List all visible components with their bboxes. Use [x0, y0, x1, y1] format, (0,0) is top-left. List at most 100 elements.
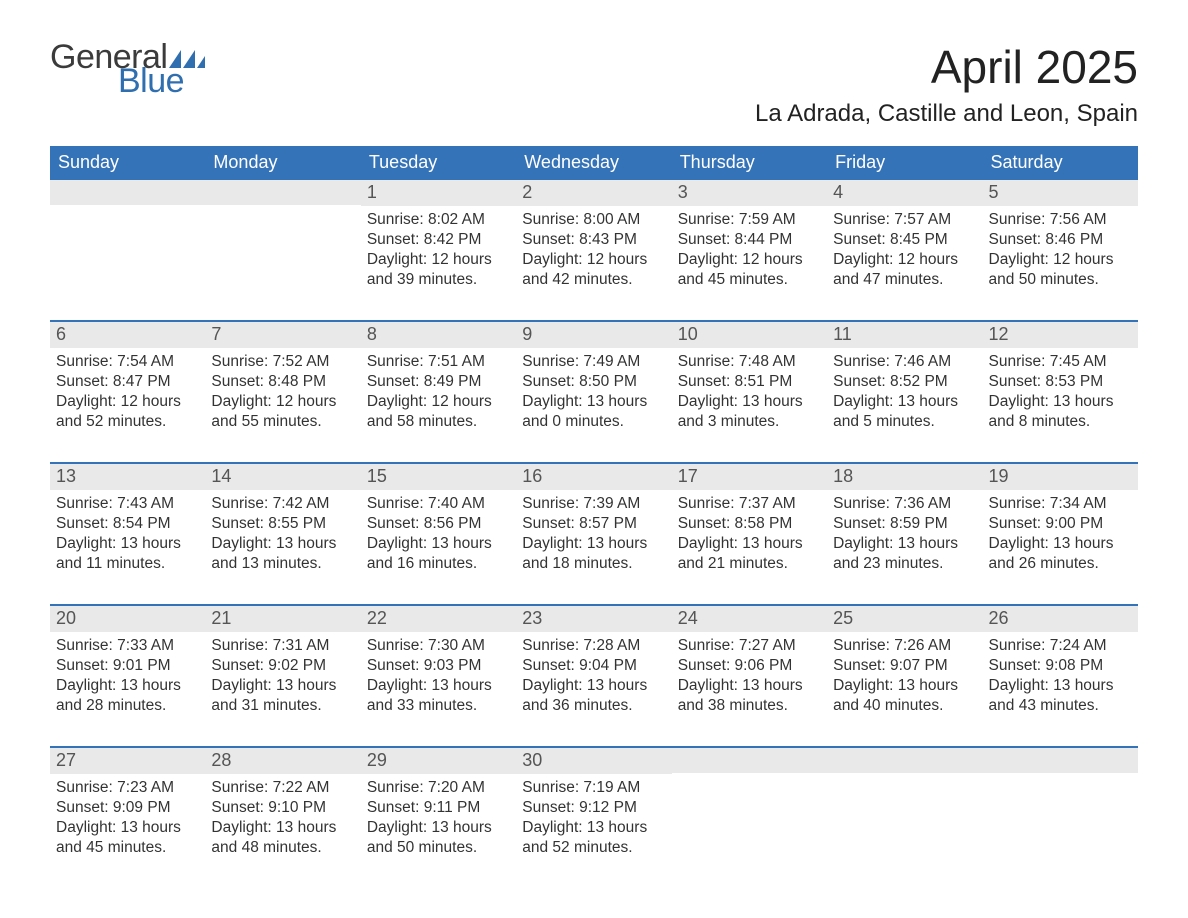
- day-number: 10: [672, 322, 827, 348]
- day-body: Sunrise: 7:42 AMSunset: 8:55 PMDaylight:…: [205, 490, 360, 581]
- day-number: [50, 180, 205, 205]
- sunrise-line: Sunrise: 7:31 AM: [211, 636, 354, 656]
- day-number: 1: [361, 180, 516, 206]
- daylight-line: Daylight: 13 hours and 26 minutes.: [989, 534, 1132, 574]
- daylight-line: Daylight: 13 hours and 45 minutes.: [56, 818, 199, 858]
- sunrise-line: Sunrise: 7:33 AM: [56, 636, 199, 656]
- sunrise-line: Sunrise: 7:48 AM: [678, 352, 821, 372]
- calendar-day: 18Sunrise: 7:36 AMSunset: 8:59 PMDayligh…: [827, 464, 982, 584]
- calendar-day: [983, 748, 1138, 868]
- day-body: Sunrise: 7:46 AMSunset: 8:52 PMDaylight:…: [827, 348, 982, 439]
- days-of-week-header: SundayMondayTuesdayWednesdayThursdayFrid…: [50, 146, 1138, 180]
- sunset-line: Sunset: 8:44 PM: [678, 230, 821, 250]
- calendar-day: 9Sunrise: 7:49 AMSunset: 8:50 PMDaylight…: [516, 322, 671, 442]
- sunset-line: Sunset: 8:59 PM: [833, 514, 976, 534]
- brand-logo: General Blue: [50, 40, 205, 98]
- calendar-day: 28Sunrise: 7:22 AMSunset: 9:10 PMDayligh…: [205, 748, 360, 868]
- day-number: 18: [827, 464, 982, 490]
- day-body: Sunrise: 7:33 AMSunset: 9:01 PMDaylight:…: [50, 632, 205, 723]
- sunrise-line: Sunrise: 7:51 AM: [367, 352, 510, 372]
- calendar: SundayMondayTuesdayWednesdayThursdayFrid…: [50, 146, 1138, 868]
- sunset-line: Sunset: 8:42 PM: [367, 230, 510, 250]
- sunrise-line: Sunrise: 7:22 AM: [211, 778, 354, 798]
- day-number: [672, 748, 827, 773]
- day-number: 27: [50, 748, 205, 774]
- calendar-day: 2Sunrise: 8:00 AMSunset: 8:43 PMDaylight…: [516, 180, 671, 300]
- dow-cell: Monday: [205, 146, 360, 180]
- sunset-line: Sunset: 9:02 PM: [211, 656, 354, 676]
- sunrise-line: Sunrise: 7:36 AM: [833, 494, 976, 514]
- calendar-day: 14Sunrise: 7:42 AMSunset: 8:55 PMDayligh…: [205, 464, 360, 584]
- sunrise-line: Sunrise: 7:28 AM: [522, 636, 665, 656]
- sunset-line: Sunset: 9:12 PM: [522, 798, 665, 818]
- sunrise-line: Sunrise: 7:57 AM: [833, 210, 976, 230]
- day-number: [205, 180, 360, 205]
- daylight-line: Daylight: 12 hours and 58 minutes.: [367, 392, 510, 432]
- calendar-week: 20Sunrise: 7:33 AMSunset: 9:01 PMDayligh…: [50, 604, 1138, 726]
- sunrise-line: Sunrise: 7:23 AM: [56, 778, 199, 798]
- day-body: Sunrise: 7:40 AMSunset: 8:56 PMDaylight:…: [361, 490, 516, 581]
- sunset-line: Sunset: 9:04 PM: [522, 656, 665, 676]
- sunset-line: Sunset: 9:08 PM: [989, 656, 1132, 676]
- sunset-line: Sunset: 9:07 PM: [833, 656, 976, 676]
- sunrise-line: Sunrise: 7:37 AM: [678, 494, 821, 514]
- calendar-day: 17Sunrise: 7:37 AMSunset: 8:58 PMDayligh…: [672, 464, 827, 584]
- daylight-line: Daylight: 12 hours and 42 minutes.: [522, 250, 665, 290]
- day-body: Sunrise: 7:26 AMSunset: 9:07 PMDaylight:…: [827, 632, 982, 723]
- day-number: 11: [827, 322, 982, 348]
- sunrise-line: Sunrise: 7:42 AM: [211, 494, 354, 514]
- sunset-line: Sunset: 9:09 PM: [56, 798, 199, 818]
- page-header: General Blue April 2025 La Adrada, Casti…: [50, 40, 1138, 128]
- daylight-line: Daylight: 13 hours and 18 minutes.: [522, 534, 665, 574]
- day-number: 3: [672, 180, 827, 206]
- sunrise-line: Sunrise: 7:30 AM: [367, 636, 510, 656]
- calendar-day: 12Sunrise: 7:45 AMSunset: 8:53 PMDayligh…: [983, 322, 1138, 442]
- calendar-day: 5Sunrise: 7:56 AMSunset: 8:46 PMDaylight…: [983, 180, 1138, 300]
- dow-cell: Friday: [827, 146, 982, 180]
- day-body: Sunrise: 7:48 AMSunset: 8:51 PMDaylight:…: [672, 348, 827, 439]
- calendar-day: 11Sunrise: 7:46 AMSunset: 8:52 PMDayligh…: [827, 322, 982, 442]
- day-body: Sunrise: 7:59 AMSunset: 8:44 PMDaylight:…: [672, 206, 827, 297]
- calendar-day: 7Sunrise: 7:52 AMSunset: 8:48 PMDaylight…: [205, 322, 360, 442]
- daylight-line: Daylight: 12 hours and 47 minutes.: [833, 250, 976, 290]
- calendar-day: 26Sunrise: 7:24 AMSunset: 9:08 PMDayligh…: [983, 606, 1138, 726]
- sunrise-line: Sunrise: 7:40 AM: [367, 494, 510, 514]
- day-number: 2: [516, 180, 671, 206]
- day-number: 17: [672, 464, 827, 490]
- sunset-line: Sunset: 8:57 PM: [522, 514, 665, 534]
- day-number: 9: [516, 322, 671, 348]
- day-body: Sunrise: 7:27 AMSunset: 9:06 PMDaylight:…: [672, 632, 827, 723]
- day-number: 23: [516, 606, 671, 632]
- day-body: Sunrise: 7:22 AMSunset: 9:10 PMDaylight:…: [205, 774, 360, 865]
- calendar-day: [827, 748, 982, 868]
- day-number: 30: [516, 748, 671, 774]
- day-body: Sunrise: 7:19 AMSunset: 9:12 PMDaylight:…: [516, 774, 671, 865]
- day-body: Sunrise: 7:20 AMSunset: 9:11 PMDaylight:…: [361, 774, 516, 865]
- day-number: 8: [361, 322, 516, 348]
- sunset-line: Sunset: 9:06 PM: [678, 656, 821, 676]
- sunset-line: Sunset: 8:48 PM: [211, 372, 354, 392]
- daylight-line: Daylight: 13 hours and 40 minutes.: [833, 676, 976, 716]
- daylight-line: Daylight: 13 hours and 16 minutes.: [367, 534, 510, 574]
- daylight-line: Daylight: 13 hours and 50 minutes.: [367, 818, 510, 858]
- daylight-line: Daylight: 13 hours and 5 minutes.: [833, 392, 976, 432]
- calendar-week: 13Sunrise: 7:43 AMSunset: 8:54 PMDayligh…: [50, 462, 1138, 584]
- day-body: Sunrise: 7:36 AMSunset: 8:59 PMDaylight:…: [827, 490, 982, 581]
- day-body: Sunrise: 7:34 AMSunset: 9:00 PMDaylight:…: [983, 490, 1138, 581]
- sunset-line: Sunset: 8:47 PM: [56, 372, 199, 392]
- sunrise-line: Sunrise: 7:45 AM: [989, 352, 1132, 372]
- dow-cell: Sunday: [50, 146, 205, 180]
- dow-cell: Wednesday: [516, 146, 671, 180]
- sunset-line: Sunset: 8:52 PM: [833, 372, 976, 392]
- day-body: Sunrise: 7:37 AMSunset: 8:58 PMDaylight:…: [672, 490, 827, 581]
- calendar-day: 29Sunrise: 7:20 AMSunset: 9:11 PMDayligh…: [361, 748, 516, 868]
- day-number: 20: [50, 606, 205, 632]
- daylight-line: Daylight: 12 hours and 39 minutes.: [367, 250, 510, 290]
- sunrise-line: Sunrise: 7:54 AM: [56, 352, 199, 372]
- day-number: [827, 748, 982, 773]
- calendar-week: 6Sunrise: 7:54 AMSunset: 8:47 PMDaylight…: [50, 320, 1138, 442]
- day-body: Sunrise: 7:43 AMSunset: 8:54 PMDaylight:…: [50, 490, 205, 581]
- calendar-week: 1Sunrise: 8:02 AMSunset: 8:42 PMDaylight…: [50, 180, 1138, 300]
- sunset-line: Sunset: 8:45 PM: [833, 230, 976, 250]
- month-title: April 2025: [755, 40, 1138, 94]
